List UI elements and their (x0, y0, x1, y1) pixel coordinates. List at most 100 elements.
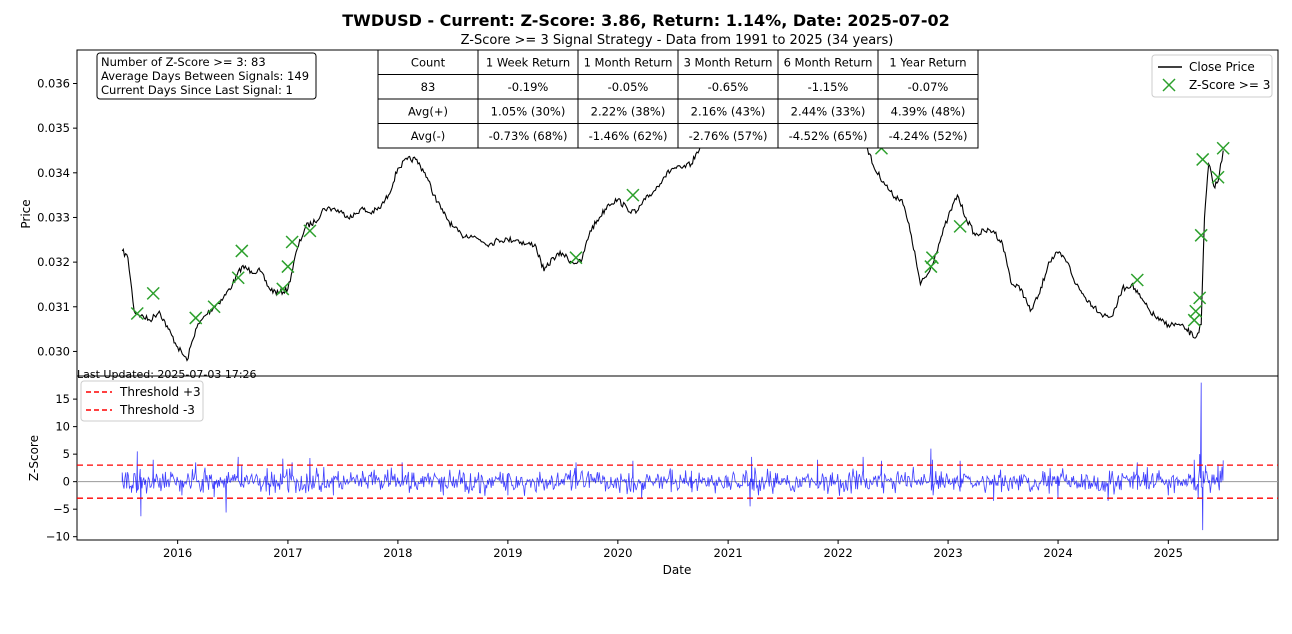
signal-marker (285, 235, 299, 249)
signal-marker-stroke (285, 235, 299, 249)
x-tick-label: 2019 (493, 546, 522, 560)
signal-marker-stroke (626, 188, 640, 202)
table-header-cell-text: Count (411, 55, 446, 69)
price-y-tick-label: 0.033 (37, 210, 70, 224)
table-header-cell-text: 1 Year Return (889, 55, 966, 69)
signal-marker-stroke (953, 219, 967, 233)
zscore-y-tick-label: 15 (55, 392, 70, 406)
zscore-y-tick-label: 5 (63, 447, 70, 461)
signal-marker-stroke (1193, 291, 1207, 305)
signal-marker-stroke (130, 306, 144, 321)
signal-marker (1196, 152, 1210, 166)
signal-marker (281, 260, 295, 274)
table-cell-text: 2.16% (43%) (691, 104, 766, 118)
table-header-cell-text: 1 Week Return (486, 55, 570, 69)
table-cell (877, 123, 979, 149)
table-cell-text: 1.05% (30%) (491, 104, 566, 118)
table-header-cell-text: 3 Month Return (684, 55, 773, 69)
close-price-line (121, 72, 1224, 362)
table-cell-text: -0.07% (908, 80, 949, 94)
x-tick-label: 2024 (1043, 546, 1072, 560)
table-cell (477, 49, 579, 75)
x-axis-label: Date (663, 563, 692, 577)
x-tick-label: 2020 (603, 546, 632, 560)
table-cell-text: Avg(+) (408, 104, 448, 118)
table-cell (677, 74, 779, 100)
table-cell (477, 123, 579, 149)
signal-marker-stroke (1187, 313, 1201, 327)
signal-marker-stroke (146, 286, 160, 300)
table-header-cell-text: 6 Month Return (784, 55, 873, 69)
table-cell (777, 74, 879, 100)
stats-table: Count 1 Week Return 1 Month Return 3 Month … (377, 49, 979, 149)
table-cell (377, 74, 479, 100)
zscore-y-tick-label: −5 (53, 502, 70, 516)
table-cell (577, 98, 679, 124)
signal-marker-stroke (1196, 152, 1210, 166)
signal-marker (626, 188, 640, 202)
price-y-tick-label: 0.036 (37, 76, 70, 90)
signal-marker (1211, 170, 1225, 184)
signal-marker-stroke (569, 251, 583, 265)
price-legend: Close Price Z-Score >= 3 (1151, 54, 1273, 98)
signal-marker (235, 244, 249, 258)
signal-marker-stroke (1216, 141, 1230, 155)
zscore-y-tick-label: 0 (63, 475, 70, 489)
table-cell (577, 49, 679, 75)
legend-close-label: Close Price (1189, 60, 1255, 74)
table-cell-text: 2.22% (38%) (591, 104, 666, 118)
zscore-line (121, 382, 1224, 531)
zscore-legend: Threshold +3 Threshold -3 (80, 380, 204, 422)
signal-marker (231, 271, 245, 285)
last-updated-text: Last Updated: 2025-07-03 17:26 (77, 368, 257, 381)
signal-marker (1194, 228, 1208, 242)
legend-threshold-pos-label: Threshold +3 (119, 385, 201, 399)
table-cell-text: -4.24% (52%) (889, 129, 968, 143)
table-cell-text: -0.05% (608, 80, 649, 94)
signal-marker (146, 286, 160, 300)
signal-marker-stroke (1211, 170, 1225, 184)
table-cell (477, 98, 579, 124)
info-line: Current Days Since Last Signal: 1 (101, 83, 293, 97)
table-cell (577, 74, 679, 100)
table-cell-text: -0.65% (708, 80, 749, 94)
signal-marker-stroke (924, 260, 938, 274)
signal-marker (1216, 141, 1230, 155)
signal-marker-stroke (231, 271, 245, 285)
signal-marker-stroke (1130, 273, 1144, 287)
table-cell-text: -0.73% (68%) (489, 129, 568, 143)
price-y-tick-label: 0.035 (37, 121, 70, 135)
x-tick-label: 2016 (163, 546, 192, 560)
info-line: Average Days Between Signals: 149 (101, 69, 309, 83)
signal-marker (1193, 291, 1207, 305)
x-tick-label: 2022 (823, 546, 852, 560)
table-cell (677, 98, 779, 124)
x-tick-label: 2017 (273, 546, 302, 560)
table-cell (377, 123, 479, 149)
signal-marker (130, 306, 144, 321)
signal-marker-stroke (235, 244, 249, 258)
table-cell-text: 83 (421, 80, 436, 94)
table-cell-text: 4.39% (48%) (891, 104, 966, 118)
signal-marker (1130, 273, 1144, 287)
x-tick-label: 2018 (383, 546, 412, 560)
price-y-tick-label: 0.032 (37, 255, 70, 269)
signal-marker (207, 300, 221, 314)
zscore-panel: −10 −5 0 5 10 15 2016 2017 2018 2019 2020 2021 2022 2… (46, 375, 1279, 560)
signal-marker-stroke (925, 251, 939, 265)
table-header-cell-text: 1 Month Return (584, 55, 673, 69)
signal-marker-stroke (281, 260, 295, 274)
signal-marker-stroke (303, 224, 317, 238)
table-cell-text: -0.19% (508, 80, 549, 94)
signal-marker-stroke (207, 300, 221, 314)
table-cell-text: -4.52% (65%) (789, 129, 868, 143)
info-line: Number of Z-Score >= 3: 83 (101, 55, 266, 69)
table-cell (877, 49, 979, 75)
legend-threshold-neg-label: Threshold -3 (119, 403, 195, 417)
table-cell (877, 98, 979, 124)
price-y-axis-label: Price (19, 199, 33, 228)
zscore-y-axis-label: Z-Score (27, 435, 41, 481)
table-cell-text: 2.44% (33%) (791, 104, 866, 118)
